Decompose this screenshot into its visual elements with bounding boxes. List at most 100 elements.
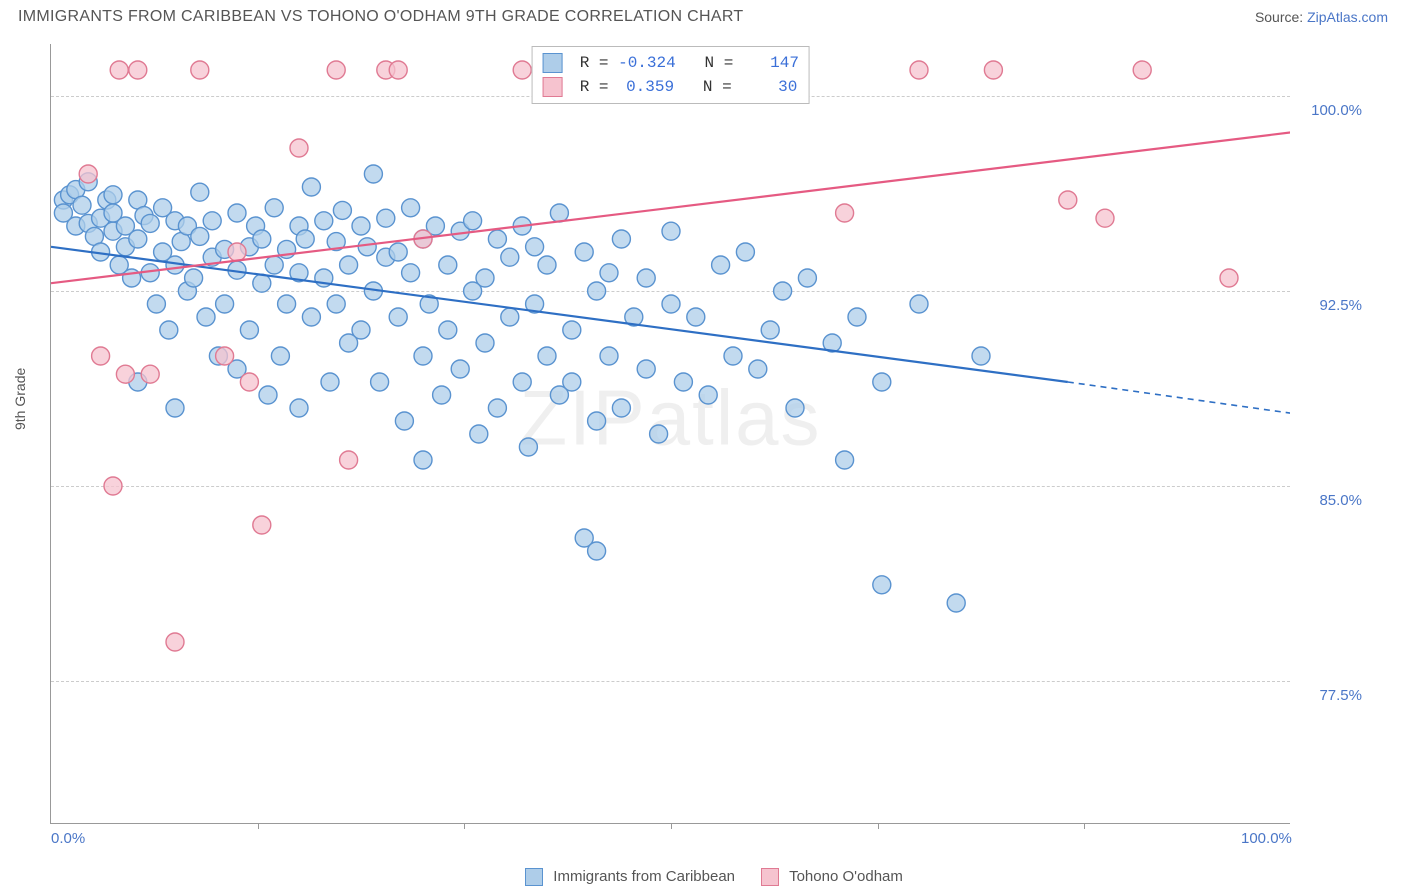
scatter-point (519, 438, 537, 456)
legend-swatch-series1 (542, 53, 562, 73)
scatter-point (588, 542, 606, 560)
scatter-point (191, 61, 209, 79)
scatter-point (836, 451, 854, 469)
scatter-point (1220, 269, 1238, 287)
scatter-point (451, 360, 469, 378)
x-tick-mark (258, 823, 259, 829)
scatter-point (612, 399, 630, 417)
scatter-point (563, 321, 581, 339)
scatter-point (836, 204, 854, 222)
scatter-point (947, 594, 965, 612)
scatter-point (203, 212, 221, 230)
scatter-point (848, 308, 866, 326)
scatter-point (972, 347, 990, 365)
scatter-point (402, 264, 420, 282)
x-tick-mark (671, 823, 672, 829)
scatter-point (538, 256, 556, 274)
scatter-point (197, 308, 215, 326)
scatter-point (513, 373, 531, 391)
x-tick-mark (1084, 823, 1085, 829)
scatter-point (538, 347, 556, 365)
bottom-legend: Immigrants from Caribbean Tohono O'odham (0, 868, 1406, 886)
scatter-point (389, 308, 407, 326)
scatter-point (798, 269, 816, 287)
chart-header: IMMIGRANTS FROM CARIBBEAN VS TOHONO O'OD… (0, 0, 1406, 30)
scatter-point (129, 61, 147, 79)
legend-r-label: R = (580, 54, 618, 72)
legend-n-value-1: 147 (743, 51, 799, 75)
scatter-point (290, 139, 308, 157)
scatter-point (662, 222, 680, 240)
scatter-point (674, 373, 692, 391)
scatter-point (296, 230, 314, 248)
source-link[interactable]: ZipAtlas.com (1307, 9, 1388, 25)
scatter-point (389, 243, 407, 261)
scatter-point (662, 295, 680, 313)
scatter-point (352, 217, 370, 235)
legend-r-label: R = (580, 78, 618, 96)
scatter-point (92, 347, 110, 365)
scatter-point (185, 269, 203, 287)
legend-r-value-2: 0.359 (618, 75, 674, 99)
scatter-point (253, 516, 271, 534)
scatter-point (315, 212, 333, 230)
scatter-point (1059, 191, 1077, 209)
legend-n-value-2: 30 (741, 75, 797, 99)
legend-n-label: N = (684, 78, 742, 96)
scatter-point (588, 412, 606, 430)
scatter-point (513, 61, 531, 79)
scatter-point (141, 365, 159, 383)
scatter-point (488, 399, 506, 417)
scatter-point (364, 165, 382, 183)
scatter-point (228, 243, 246, 261)
scatter-point (637, 269, 655, 287)
scatter-point (271, 347, 289, 365)
scatter-point (588, 282, 606, 300)
scatter-point (910, 61, 928, 79)
scatter-point (873, 576, 891, 594)
scatter-point (414, 347, 432, 365)
scatter-point (488, 230, 506, 248)
scatter-point (340, 256, 358, 274)
scatter-point (228, 204, 246, 222)
scatter-point (352, 321, 370, 339)
bottom-swatch-series1 (525, 868, 543, 886)
legend-swatch-series2 (542, 77, 562, 97)
legend-row-series1: R = -0.324 N = 147 (542, 51, 799, 75)
scatter-point (302, 308, 320, 326)
scatter-point (439, 256, 457, 274)
source-prefix: Source: (1255, 9, 1307, 25)
scatter-point (377, 209, 395, 227)
scatter-point (749, 360, 767, 378)
scatter-point (910, 295, 928, 313)
scatter-point (476, 334, 494, 352)
scatter-point (290, 399, 308, 417)
scatter-point (414, 451, 432, 469)
scatter-point (612, 230, 630, 248)
scatter-point (104, 477, 122, 495)
scatter-point (73, 196, 91, 214)
y-tick-label: 77.5% (1319, 687, 1362, 704)
scatter-point (464, 212, 482, 230)
scatter-point (600, 264, 618, 282)
scatter-point (333, 201, 351, 219)
scatter-point (736, 243, 754, 261)
y-tick-label: 100.0% (1311, 102, 1362, 119)
trend-line (1068, 382, 1290, 413)
scatter-point (147, 295, 165, 313)
scatter-point (1133, 61, 1151, 79)
scatter-point (358, 238, 376, 256)
y-tick-label: 92.5% (1319, 297, 1362, 314)
source-attribution: Source: ZipAtlas.com (1255, 9, 1388, 25)
x-tick-label: 0.0% (51, 830, 85, 847)
x-tick-label: 100.0% (1241, 830, 1292, 847)
scatter-point (104, 186, 122, 204)
scatter-point (439, 321, 457, 339)
scatter-point (259, 386, 277, 404)
legend-n-label: N = (685, 54, 743, 72)
y-tick-label: 85.0% (1319, 492, 1362, 509)
bottom-swatch-series2 (761, 868, 779, 886)
scatter-point (687, 308, 705, 326)
scatter-point (116, 365, 134, 383)
plot-svg (51, 44, 1290, 823)
